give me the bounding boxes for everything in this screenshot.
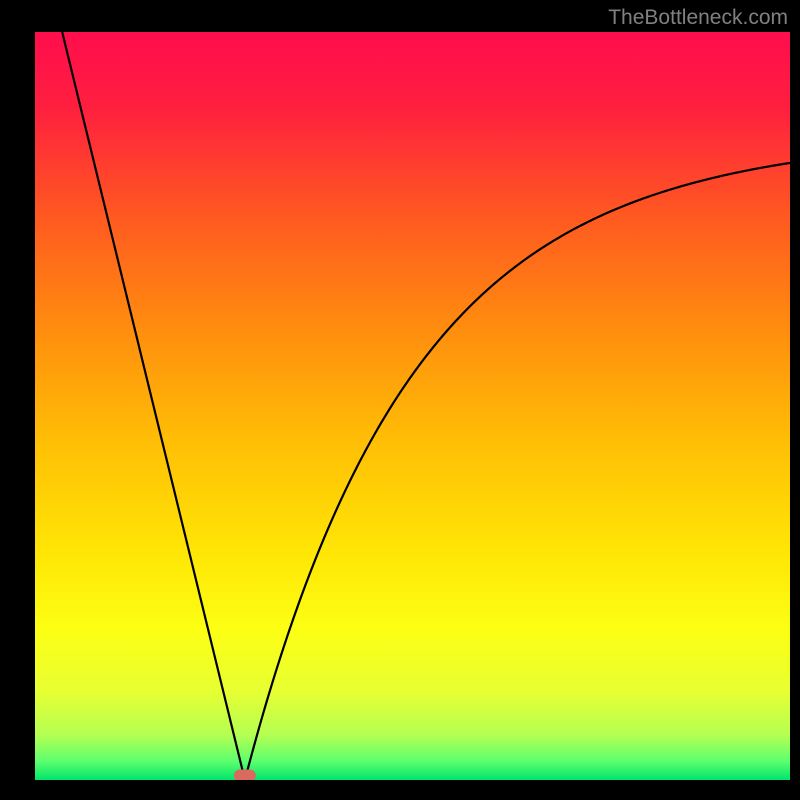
chart-plot-area [35, 32, 790, 780]
optimal-point-marker [234, 770, 256, 780]
watermark-text: TheBottleneck.com [608, 6, 788, 30]
chart-svg [35, 32, 790, 780]
chart-frame: TheBottleneck.com [0, 0, 800, 800]
gradient-background [35, 32, 790, 780]
